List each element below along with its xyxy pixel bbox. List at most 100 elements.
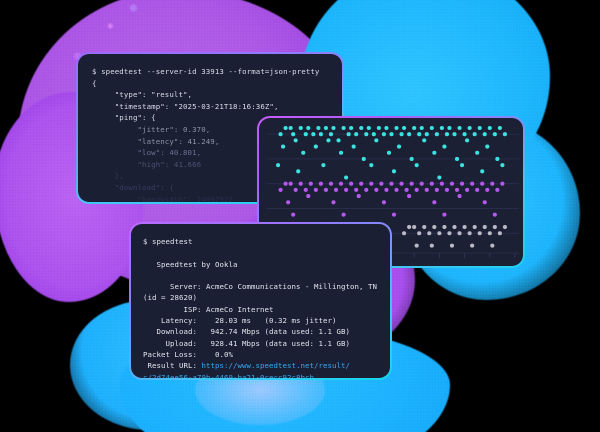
chart-point <box>462 132 467 137</box>
chart-point <box>402 231 407 236</box>
chart-point <box>278 132 283 137</box>
chart-point <box>328 181 334 186</box>
chart-point <box>409 181 414 186</box>
chart-point <box>452 225 457 230</box>
chart-point <box>457 194 462 199</box>
chart-point <box>298 181 303 186</box>
result-line <box>143 270 390 281</box>
chart-point <box>354 187 359 192</box>
chart-point <box>344 187 349 192</box>
result-line: Download: 942.74 Mbps (data used: 1.1 GB… <box>143 327 350 337</box>
chart-point <box>349 181 354 186</box>
chart-point <box>490 243 495 248</box>
chart-point <box>427 231 432 236</box>
result-line: Server: AcmeCo Communications - Millingt… <box>143 282 377 292</box>
chart-point <box>381 200 386 205</box>
chart-point <box>346 132 351 137</box>
chart-point <box>371 132 376 137</box>
json-line: "timestamp": "2025-03-21T18:16:36Z", <box>92 101 279 111</box>
chart-point <box>447 125 452 131</box>
chart-point <box>331 125 336 131</box>
result-line: Packet Loss: 0.0% <box>143 349 233 359</box>
chart-point <box>278 187 283 192</box>
chart-point <box>432 225 437 230</box>
chart-point <box>492 225 497 230</box>
chart-point <box>275 163 281 168</box>
chart-point <box>480 181 485 186</box>
chart-point <box>419 125 424 131</box>
chart-point <box>424 132 429 137</box>
chart-point <box>470 243 475 248</box>
chart-point <box>482 225 487 230</box>
chart-point <box>359 181 364 186</box>
result-line: Upload: 928.41 Mbps (data used: 1.1 GB) <box>143 338 350 348</box>
chart-point <box>482 132 487 137</box>
chart-point <box>356 194 361 199</box>
chart-point <box>482 200 487 205</box>
result-line: Speedtest by Ookla <box>143 259 238 269</box>
chart-point <box>437 175 442 180</box>
chart-point <box>318 132 323 137</box>
chart-point <box>291 132 296 137</box>
chart-point <box>477 231 482 236</box>
chart-point <box>306 125 311 131</box>
chart-point <box>490 181 495 186</box>
chart-point <box>298 125 303 131</box>
chart-point <box>394 125 399 131</box>
chart-point <box>374 138 379 143</box>
chart-point <box>379 181 384 186</box>
chart-point <box>417 132 422 137</box>
chart-point <box>495 187 500 192</box>
chart-point <box>432 150 437 155</box>
result-url-link-cont[interactable]: c/2d74ee56-a79b-4469-ba21-0cecc92c8bcb <box>143 372 314 378</box>
chart-point <box>321 163 326 168</box>
chart-point <box>439 181 444 186</box>
chart-point <box>286 200 291 205</box>
result-output-card-inner: $ speedtest Speedtest by Ookla Server: A… <box>131 224 390 378</box>
chart-point <box>419 181 424 186</box>
result-url-link[interactable]: https://www.speedtest.net/result/ <box>201 361 350 371</box>
chart-point <box>480 169 485 174</box>
json-line: { <box>92 78 97 88</box>
json-line: $ speedtest --server-id 33913 --format=j… <box>92 67 320 76</box>
chart-point <box>434 132 439 137</box>
chart-point <box>495 156 500 161</box>
chart-point <box>485 144 490 149</box>
chart-point <box>487 231 492 236</box>
chart-point <box>351 144 356 149</box>
chart-point <box>374 187 379 192</box>
chart-point <box>424 187 429 192</box>
chart-point <box>331 200 336 205</box>
chart-series-upload <box>278 181 505 217</box>
chart-point <box>386 150 392 155</box>
chart-point <box>364 132 369 137</box>
chart-point <box>381 132 386 137</box>
chart-point <box>359 125 364 131</box>
chart-point <box>414 163 419 168</box>
chart-point <box>389 132 394 137</box>
chart-point <box>432 200 437 205</box>
chart-point <box>396 144 402 149</box>
chart-point <box>497 231 502 236</box>
chart-point <box>361 156 366 161</box>
chart-point <box>326 138 331 143</box>
chart-point <box>349 125 354 131</box>
chart-point <box>447 231 452 236</box>
chart-point <box>500 163 505 168</box>
chart-point <box>369 163 374 168</box>
chart-point <box>485 187 490 192</box>
chart-point <box>308 181 313 186</box>
chart-point <box>404 187 409 192</box>
chart-point <box>303 187 308 192</box>
chart-point <box>412 125 417 131</box>
chart-point <box>444 132 449 137</box>
chart-point <box>422 225 427 230</box>
chart-point <box>354 132 359 137</box>
chart-point <box>311 132 316 137</box>
chart-series-latency <box>402 225 507 248</box>
chart-point <box>316 125 321 131</box>
chart-point <box>500 181 505 186</box>
chart-point <box>391 169 397 174</box>
chart-point <box>391 212 397 217</box>
chart-point <box>472 132 477 137</box>
